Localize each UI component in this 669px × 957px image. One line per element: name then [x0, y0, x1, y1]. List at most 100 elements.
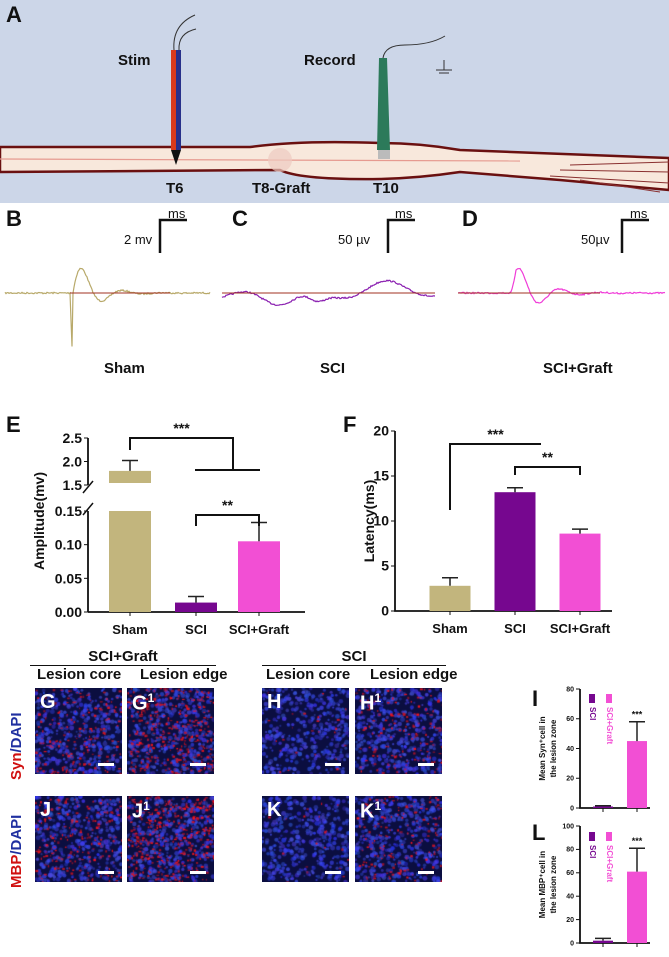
chart-e-ytick-label: 0.15: [55, 503, 82, 519]
chart-f-ytick-label: 15: [373, 468, 389, 484]
chart-i-bar-SCI+Graft: [627, 741, 647, 808]
chart-f-ylabel: Latency(ms): [361, 480, 377, 562]
chart-i-annotation: ***: [632, 710, 643, 720]
panel-label-a: A: [6, 2, 22, 27]
chart-e-errorbar: [188, 595, 204, 603]
central-canal: [0, 158, 521, 162]
chart-i-ylabel-line1: Mean Syn⁺cell in: [538, 716, 547, 780]
chart-f-errorbar: [572, 528, 588, 534]
chart-e-bar-lower-Sham: [109, 511, 151, 612]
stim-electrode-blue: [176, 50, 181, 150]
chart-e-sig-2: [195, 514, 260, 526]
chart-e-sig-1: [129, 437, 234, 470]
chart-l-ytick-label: 20: [566, 917, 574, 924]
panel-label-j1: J1: [132, 799, 150, 823]
stain-dapi: /DAPI: [8, 712, 25, 753]
chart-f-ytick-label: 5: [381, 558, 389, 574]
chart-i-ytick-label: 60: [566, 716, 574, 723]
stim-label: Stim: [118, 52, 151, 69]
scale-bar-c: [386, 218, 415, 253]
ground-icon: [436, 60, 452, 74]
micrograph-k1: K1: [355, 796, 442, 882]
chart-e-ytick-label: 0.10: [55, 537, 82, 553]
record-electrode: [377, 58, 390, 150]
micrograph-k: K: [262, 796, 349, 882]
scale-bar-d: [620, 218, 649, 253]
nerve-roots: [549, 161, 669, 193]
chart-l-ytick-label: 0: [570, 940, 574, 947]
chart-e-ylabel: Amplitude(mv): [31, 472, 47, 570]
chart-l-ylabel-line2: the lesion zone: [549, 855, 558, 913]
panel-label-d: D: [462, 206, 478, 231]
chart-i-legend-swatch: [589, 694, 595, 703]
trace-sci: [221, 279, 436, 307]
schematic-panel: A Stim Record T6 T8-Graft T10: [0, 0, 669, 203]
chart-e-bar-upper-Sham: [109, 470, 151, 483]
scale-bar: [190, 763, 206, 766]
scale-bar: [325, 763, 341, 766]
chart-i-errorbar: [595, 805, 611, 807]
chart-e-bar-SCI+Graft: [238, 541, 280, 612]
scale-bar: [325, 871, 341, 874]
chart-f-xtick-label: Sham: [432, 621, 467, 636]
micrograph-h: H: [262, 688, 349, 774]
record-label: Record: [304, 52, 356, 69]
col-header-lesion-edge: Lesion edge: [140, 666, 228, 683]
scale-bar: [98, 871, 114, 874]
chart-l-ytick-label: 40: [566, 894, 574, 901]
chart-e-xtick-label: SCI+Graft: [229, 622, 290, 637]
chart-l-legend-swatch: [589, 832, 595, 841]
chart-l-legend-label: SCI+Graft: [605, 845, 614, 882]
micrograph-h1: H1: [355, 688, 442, 774]
trace-d-scale-x: ms: [630, 206, 648, 221]
panel-label-b: B: [6, 206, 22, 231]
stain-syn: Syn: [8, 752, 25, 780]
chart-e-ytick-label: 2.0: [63, 454, 83, 470]
stain-mbp: MBP: [8, 854, 25, 888]
col-header-lesion-core: Lesion core: [37, 666, 122, 683]
chart-e-ytick-label: 2.5: [63, 430, 83, 446]
chart-e-ytick-label: 1.5: [63, 477, 83, 493]
record-wire: [382, 35, 446, 59]
t6-label: T6: [166, 180, 184, 197]
chart-f-sig-2: [514, 466, 581, 475]
micrograph-j1: J1: [127, 796, 214, 882]
chart-l-legend-label: SCI: [588, 845, 597, 858]
chart-f-xtick-label: SCI: [504, 621, 526, 636]
micrograph-g1: G1: [127, 688, 214, 774]
chart-l-legend-swatch: [606, 832, 612, 841]
chart-l-ytick-label: 80: [566, 847, 574, 854]
chart-f-errorbar: [507, 486, 523, 493]
chart-e-axis-break: [82, 480, 94, 516]
chart-e-errorbar: [122, 459, 138, 471]
row-label-mbp-dapi: MBP/DAPI: [8, 815, 25, 888]
chart-e-sig-1-label: ***: [173, 420, 190, 436]
scale-bar: [418, 763, 434, 766]
t8-graft-label: T8-Graft: [252, 180, 311, 197]
chart-i-ytick-label: 80: [566, 686, 574, 693]
chart-f-bar-SCI: [494, 492, 536, 611]
row-label-syn-dapi: Syn/DAPI: [8, 712, 25, 780]
chart-i-bar-SCI: [593, 806, 613, 808]
panel-label-f: F: [343, 412, 357, 437]
col-header-lesion-core: Lesion core: [266, 666, 351, 683]
panel-label-c: C: [232, 206, 248, 231]
chart-f-errorbar: [442, 576, 458, 586]
chart-i-ytick-label: 0: [570, 805, 574, 812]
chart-f-sig-1: [449, 443, 541, 510]
trace-sham: [4, 267, 211, 347]
chart-l-ytick-label: 100: [562, 823, 574, 830]
scale-bar: [418, 871, 434, 874]
chart-e-sig-2-label: **: [222, 497, 233, 513]
evoked-potential-traces: [4, 218, 666, 347]
chart-e-xtick-label: Sham: [112, 622, 147, 637]
chart-f-bar-SCI+Graft: [559, 533, 601, 611]
trace-c-scale-x: ms: [395, 206, 413, 221]
panel-label-l: L: [532, 820, 546, 845]
trace-b-scale-y: 2 mv: [124, 232, 153, 247]
scale-bar: [98, 763, 114, 766]
chart-l-ylabel-line1: Mean MBP⁺cell in: [538, 851, 547, 918]
chart-f-bar-Sham: [429, 585, 471, 611]
chart-f-sig-1-label: ***: [487, 426, 504, 442]
